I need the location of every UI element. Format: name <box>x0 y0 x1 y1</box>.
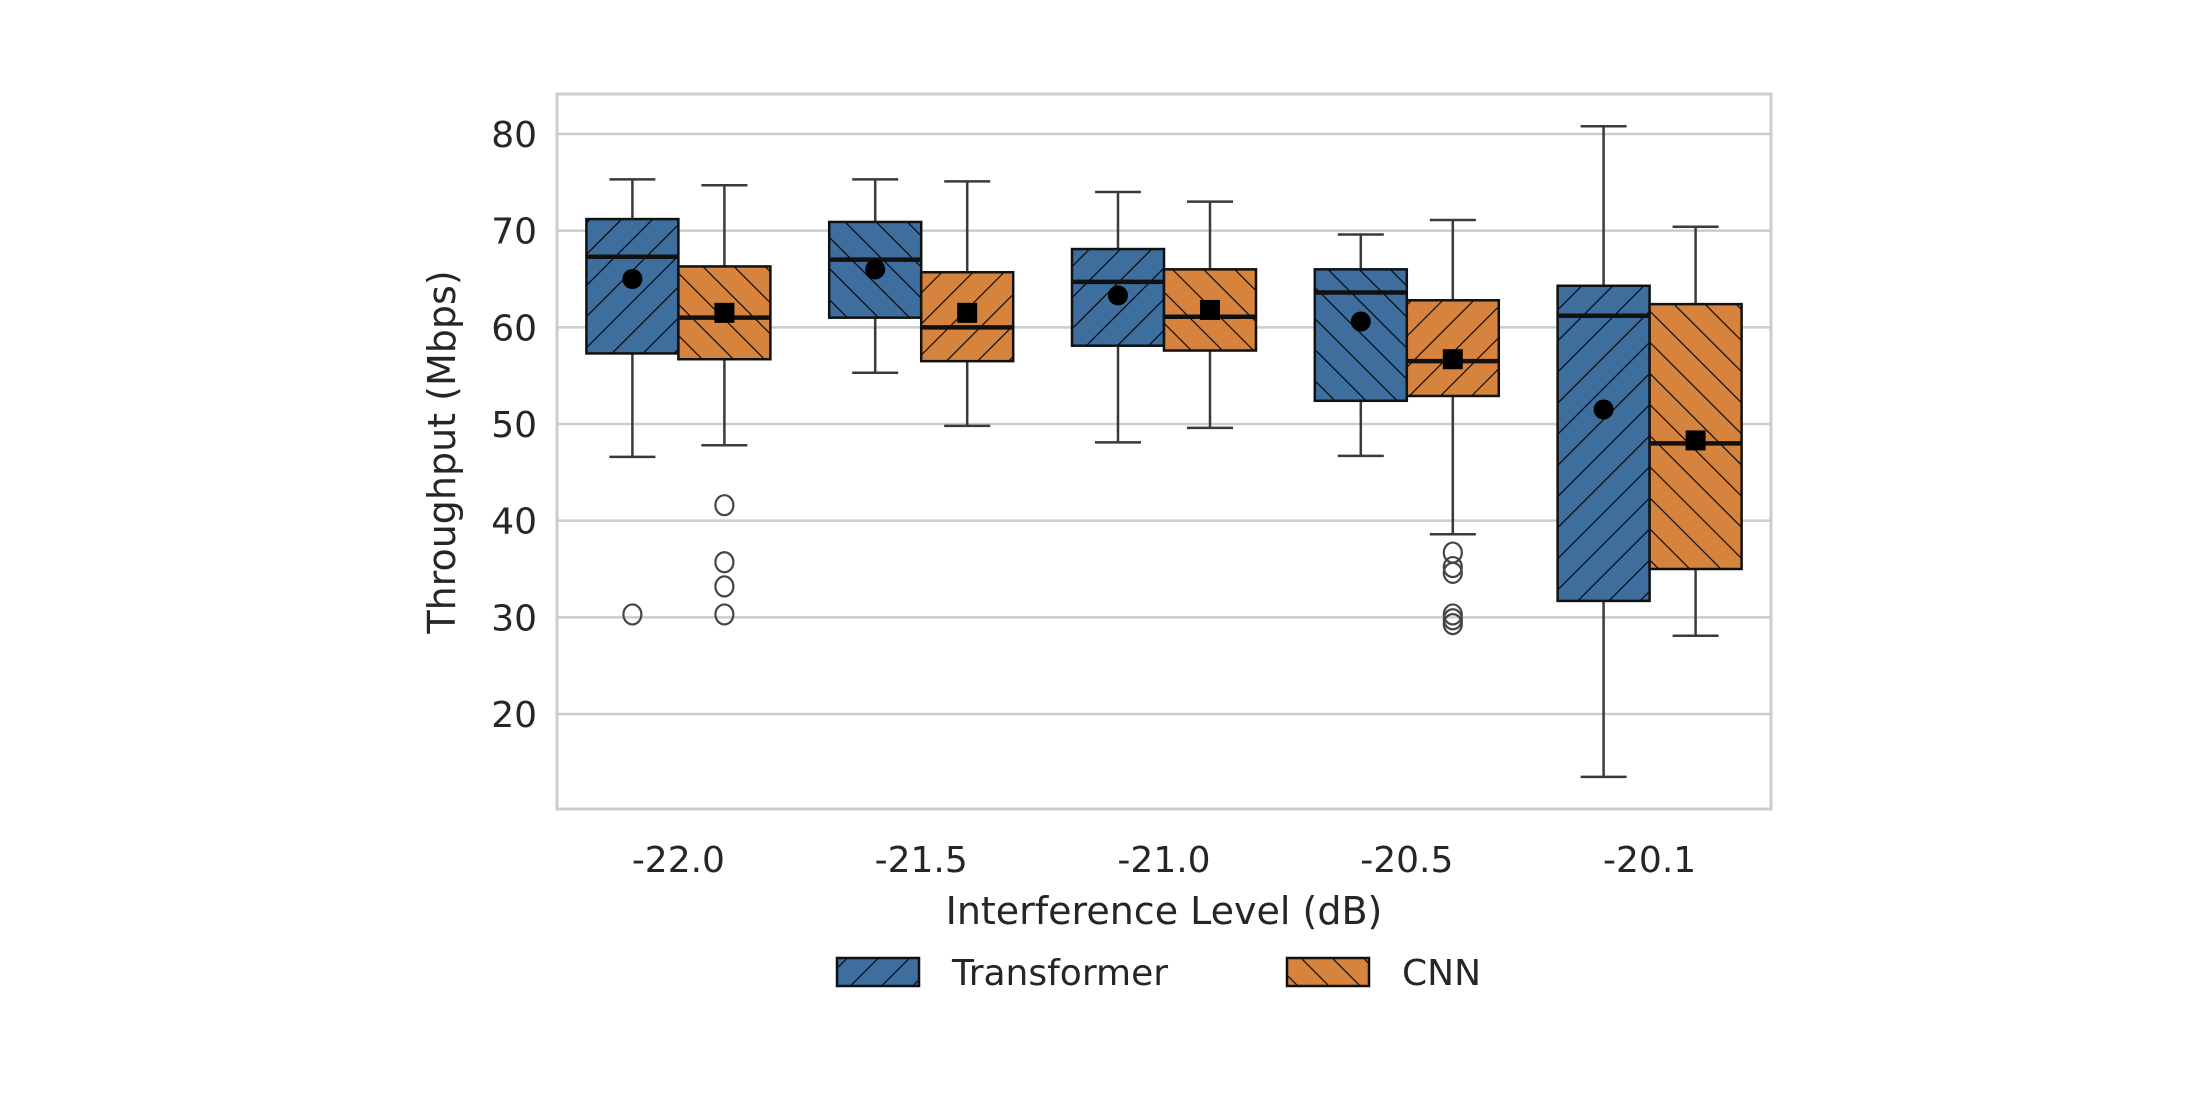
mean-marker <box>1200 299 1220 320</box>
outlier-point <box>622 603 643 626</box>
x-tick-label: -22.0 <box>632 840 725 881</box>
x-tick-label: -20.5 <box>1360 840 1453 881</box>
box-transformer--20.5 <box>1313 233 1409 458</box>
box-transformer--22.0 <box>585 178 680 626</box>
legend-label: CNN <box>1402 953 1481 994</box>
legend-swatch-hatch <box>835 956 921 988</box>
box-hatch <box>1313 268 1409 403</box>
mean-marker <box>865 259 886 280</box>
outlier-point <box>714 603 735 626</box>
outlier-point <box>714 575 735 598</box>
box-hatch <box>1556 284 1651 603</box>
outlier-point <box>714 494 735 517</box>
outlier-point <box>1442 608 1463 631</box>
box-cnn--21.0 <box>1162 200 1258 430</box>
box-cnn--20.1 <box>1648 225 1743 637</box>
box-transformer--21.0 <box>1070 190 1166 444</box>
mean-marker <box>957 302 978 323</box>
legend-item-cnn: CNN <box>1285 953 1481 994</box>
x-tick-label: -21.0 <box>1117 840 1210 881</box>
mean-marker <box>1108 285 1128 306</box>
box-cnn--20.5 <box>1405 218 1501 636</box>
mean-marker <box>1442 349 1463 370</box>
y-tick-label: 70 <box>491 212 537 253</box>
mean-marker <box>714 302 735 323</box>
outlier-point <box>1442 612 1463 636</box>
box-cnn--22.0 <box>677 183 772 626</box>
legend-swatch-hatch <box>1285 956 1371 988</box>
x-tick-label: -20.1 <box>1603 840 1696 881</box>
y-tick-label: 80 <box>491 115 537 156</box>
outlier-point <box>1442 555 1463 579</box>
x-tick-label: -21.5 <box>875 840 968 881</box>
y-axis-label: Throughput (Mbps) <box>420 270 464 634</box>
mean-marker <box>1593 399 1614 420</box>
y-tick-label: 50 <box>491 405 537 446</box>
boxes <box>585 125 1743 779</box>
plot-frame <box>555 92 1773 811</box>
outlier-point <box>1442 561 1463 584</box>
y-tick-label: 30 <box>491 598 537 639</box>
legend-label: Transformer <box>951 953 1168 994</box>
box-transformer--20.1 <box>1556 125 1651 779</box>
y-tick-label: 40 <box>491 502 537 543</box>
x-axis-ticks: -22.0 -21.5 -21.0 -20.5 -20.1 <box>632 840 1696 881</box>
mean-marker <box>622 269 643 289</box>
y-tick-label: 60 <box>491 308 537 349</box>
box-hatch <box>1405 299 1501 398</box>
x-axis-label: Interference Level (dB) <box>946 889 1383 933</box>
y-axis-ticks: 20 30 40 50 60 70 80 <box>491 115 537 736</box>
box-cnn--21.5 <box>919 180 1015 428</box>
outlier-point <box>714 551 735 574</box>
mean-marker <box>1685 430 1706 451</box>
y-tick-label: 20 <box>491 695 537 736</box>
box-transformer--21.5 <box>827 178 923 375</box>
legend-item-transformer: Transformer <box>835 953 1168 994</box>
mean-marker <box>1350 311 1371 332</box>
legend: Transformer CNN <box>835 953 1481 994</box>
